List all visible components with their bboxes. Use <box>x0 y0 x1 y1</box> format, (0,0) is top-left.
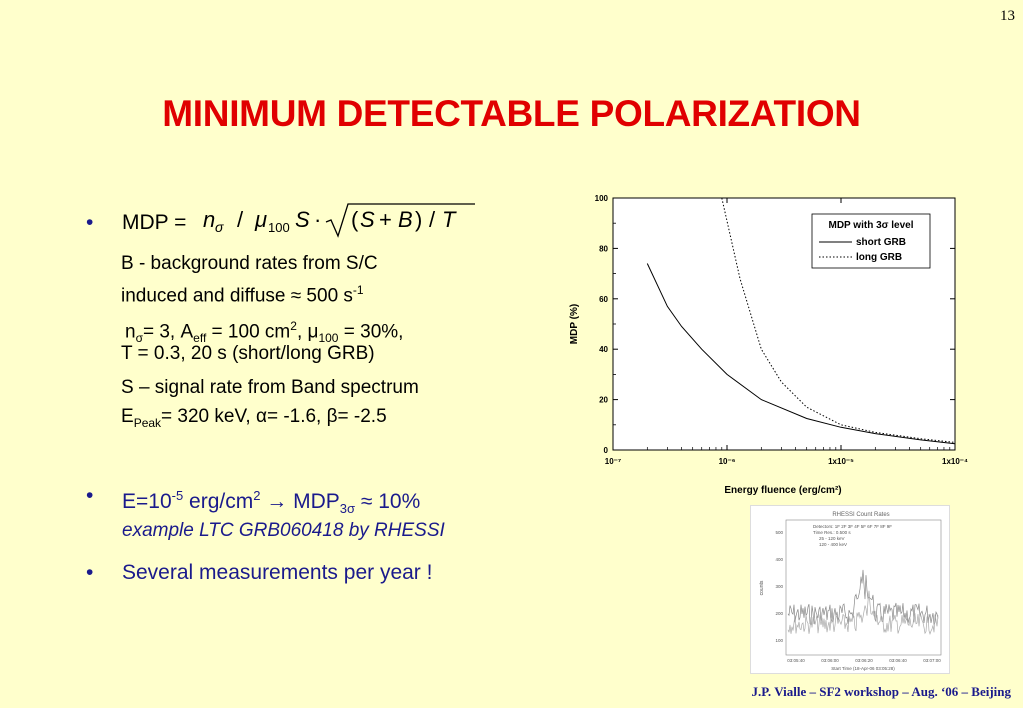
legend-label-short: short GRB <box>856 237 906 248</box>
params-line2: T = 0.3, 20 s (short/long GRB) <box>121 343 375 364</box>
footer-credit: J.P. Vialle – SF2 workshop – Aug. ‘06 – … <box>751 684 1011 699</box>
rhessi-y-tick-label: 300 <box>775 584 783 589</box>
x-tick-label: 1x10⁻⁴ <box>942 457 968 466</box>
rhessi-count-rates-image: RHESSI Count Rates Detectors: 1F 2F 3F 4… <box>750 505 950 674</box>
series-line-short-grb <box>646 263 956 445</box>
bullet-marker: • <box>86 484 94 507</box>
rhessi-x-tick-label: 03:06:00 <box>821 658 839 663</box>
x-tick-label: 10⁻⁷ <box>605 457 621 466</box>
rhessi-y-tick-label: 500 <box>775 530 783 535</box>
legend-label-long: long GRB <box>856 252 902 263</box>
x-tick-label: 10⁻⁶ <box>719 457 736 466</box>
rhessi-start-time: Start Time (18-Apr-06 03:05:28) <box>831 666 895 671</box>
fluence-line: E=10-5 erg/cm2 → MDP3σ ≈ 10% <box>122 488 421 517</box>
x-tick-label: 1x10⁻⁵ <box>828 457 854 466</box>
svg-text:/: / <box>429 207 436 232</box>
rhessi-title: RHESSI Count Rates <box>832 512 889 518</box>
rhessi-trace-low <box>787 569 939 626</box>
y-tick-label: 40 <box>599 345 608 354</box>
mdp-label: MDP = <box>122 211 187 234</box>
params-line1: nσ= 3, Aeff = 100 cm2, μ100 = 30%, <box>125 319 404 346</box>
mdp-line: MDP = <box>122 211 186 234</box>
rhessi-band2: 120 - 400 keV <box>819 542 847 547</box>
svg-text:100: 100 <box>268 220 290 235</box>
svg-text:(: ( <box>351 207 359 232</box>
signal-desc-line2: EPeak= 320 keV, α= -1.6, β= -2.5 <box>121 406 387 430</box>
rhessi-trace-high <box>787 590 939 636</box>
svg-text:/: / <box>237 207 244 232</box>
svg-text:σ: σ <box>215 219 224 235</box>
page-number: 13 <box>1000 8 1015 24</box>
rhessi-x-tick-label: 03:05:40 <box>787 658 805 663</box>
svg-text:B: B <box>398 207 413 232</box>
y-tick-label: 100 <box>595 194 609 203</box>
y-tick-label: 60 <box>599 295 608 304</box>
rhessi-x-tick-label: 03:06:20 <box>855 658 873 663</box>
y-tick-label: 20 <box>599 396 608 405</box>
rhessi-y-tick-label: 200 <box>775 611 783 616</box>
y-tick-label: 0 <box>604 446 609 455</box>
rhessi-x-tick-label: 03:06:40 <box>889 658 907 663</box>
svg-text:·: · <box>314 207 321 232</box>
svg-text:n: n <box>203 207 215 232</box>
svg-text:S: S <box>295 207 310 232</box>
legend: MDP with 3σ level short GRB long GRB <box>811 213 931 269</box>
rhessi-timeres: Time Res.: 0.500 s <box>813 530 851 535</box>
rhessi-y-tick-label: 100 <box>775 638 783 643</box>
svg-text:): ) <box>415 207 422 232</box>
slide-title: MINIMUM DETECTABLE POLARIZATION <box>162 93 861 134</box>
background-desc-line1: B - background rates from S/C <box>121 253 378 274</box>
example-line: example LTC GRB060418 by RHESSI <box>122 520 445 541</box>
rhessi-x-tick-label: 03:07:00 <box>923 658 941 663</box>
bullet-marker: • <box>86 561 94 584</box>
background-desc-line2: induced and diffuse ≈ 500 s-1 <box>121 283 364 307</box>
y-tick-label: 80 <box>599 244 608 253</box>
svg-text:S: S <box>360 207 375 232</box>
rhessi-plot-area <box>785 519 942 656</box>
rhessi-detectors: Detectors: 1F 2F 3F 4F 5F 6F 7F 8F 9F <box>813 524 892 529</box>
rhessi-band1: 25 - 120 keV <box>819 536 845 541</box>
svg-text:+: + <box>379 207 392 232</box>
svg-text:T: T <box>442 207 457 232</box>
rhessi-ylabel: counts <box>759 580 765 595</box>
y-axis-label: MDP (%) <box>569 304 580 344</box>
rhessi-y-tick-label: 400 <box>775 557 783 562</box>
mdp-chart: 0 20 40 60 80 100 10⁻⁷ 10⁻⁶ 1x10⁻⁵ 1x10⁻⁴ MDP (%)… <box>569 194 968 496</box>
several-line: Several measurements per year ! <box>122 561 433 584</box>
legend-title: MDP with 3σ level <box>828 220 913 231</box>
signal-desc-line1: S – signal rate from Band spectrum <box>121 377 419 398</box>
bullet-marker: • <box>86 211 94 234</box>
svg-text:μ: μ <box>254 207 267 232</box>
x-axis-label: Energy fluence (erg/cm²) <box>724 485 841 496</box>
mdp-formula: n σ / μ 100 S · ( S + B ) / T <box>203 203 475 238</box>
